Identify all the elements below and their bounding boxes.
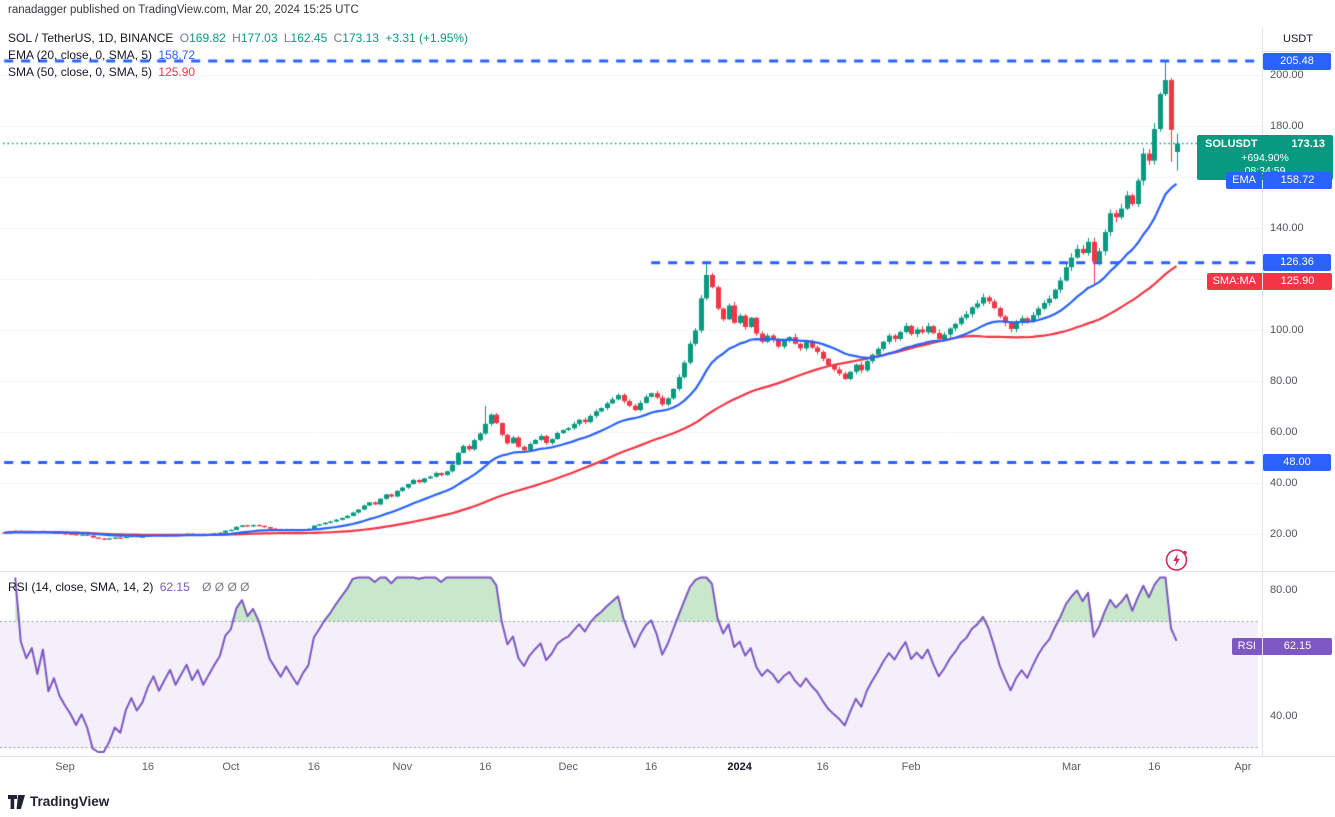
level-badge-48: 48.00 xyxy=(1263,454,1331,472)
sma-title: SMA (50, close, 0, SMA, 5) xyxy=(8,65,153,79)
current-change-percent: +694.90% xyxy=(1241,151,1289,164)
symbol-legend[interactable]: SOL / TetherUS, 1D, BINANCE O169.82 H177… xyxy=(8,31,471,45)
sma-value: 125.90 xyxy=(158,65,196,79)
high-value: 177.03 xyxy=(240,31,278,45)
price-tick-label: 40.00 xyxy=(1270,477,1298,489)
ema-value: 158.72 xyxy=(158,48,196,62)
time-tick-label: Dec xyxy=(558,761,578,773)
rsi-tick-label: 80.00 xyxy=(1270,584,1298,596)
rsi-badge-tag: RSI xyxy=(1231,637,1262,655)
change-value: +3.31 (+1.95%) xyxy=(385,31,469,45)
rsi-legend[interactable]: RSI (14, close, SMA, 14, 2) 62.15 Ø Ø Ø … xyxy=(8,580,252,594)
tradingview-mark-icon xyxy=(8,794,25,809)
open-value: 169.82 xyxy=(189,31,226,45)
rsi-title: RSI (14, close, SMA, 14, 2) xyxy=(8,580,154,594)
time-tick-label: Apr xyxy=(1234,761,1252,773)
sma-badge-value: 125.90 xyxy=(1263,273,1332,291)
price-tick-label: 200.00 xyxy=(1270,69,1304,81)
symbol-title: SOL / TetherUS, 1D, BINANCE xyxy=(8,31,174,45)
time-tick-label: Sep xyxy=(55,761,75,773)
low-value: 162.45 xyxy=(290,31,328,45)
tradingview-logo[interactable]: TradingView xyxy=(8,794,109,809)
time-tick-label: 16 xyxy=(479,761,492,773)
time-tick-label: 2024 xyxy=(727,761,752,773)
open-label: O xyxy=(179,31,190,45)
ema-badge-tag: EMA xyxy=(1226,171,1262,189)
ema-badge-value: 158.72 xyxy=(1263,171,1332,189)
time-tick-label: Oct xyxy=(222,761,240,773)
time-tick-label: Feb xyxy=(901,761,921,773)
sma-legend[interactable]: SMA (50, close, 0, SMA, 5) 125.90 xyxy=(8,65,198,79)
sma-badge-tag: SMA:MA xyxy=(1206,273,1262,291)
level-badge-205: 205.48 xyxy=(1263,52,1331,70)
time-tick-label: 16 xyxy=(141,761,155,773)
level-badge-126: 126.36 xyxy=(1263,254,1331,272)
current-price-value: 173.13 xyxy=(1291,137,1325,150)
rsi-value: 62.15 xyxy=(159,580,190,594)
price-tick-label: 60.00 xyxy=(1270,426,1298,438)
time-tick-label: Mar xyxy=(1061,761,1081,773)
time-tick-label: Nov xyxy=(392,761,413,773)
price-axis-currency-label[interactable]: USDT xyxy=(1262,28,1334,52)
tradingview-brand-text: TradingView xyxy=(30,794,110,809)
current-symbol: SOLUSDT xyxy=(1205,137,1258,150)
price-axis-border xyxy=(1262,28,1263,756)
high-label: H xyxy=(232,31,241,45)
time-tick-label: 16 xyxy=(307,761,320,773)
rsi-tick-label: 40.00 xyxy=(1270,710,1298,722)
low-label: L xyxy=(283,31,291,45)
price-tick-label: 80.00 xyxy=(1270,375,1298,387)
price-tick-label: 20.00 xyxy=(1270,528,1298,540)
ema-title: EMA (20, close, 0, SMA, 5) xyxy=(8,48,153,62)
price-tick-label: 140.00 xyxy=(1270,222,1304,234)
price-tick-label: 180.00 xyxy=(1270,120,1304,132)
ema-legend[interactable]: EMA (20, close, 0, SMA, 5) 158.72 xyxy=(8,48,198,62)
time-tick-label: 16 xyxy=(816,761,829,773)
time-tick-label: 16 xyxy=(645,761,658,773)
price-tick-label: 100.00 xyxy=(1270,324,1304,336)
time-axis-border xyxy=(0,756,1335,757)
rsi-badge-value: 62.15 xyxy=(1263,637,1332,655)
time-tick-label: 16 xyxy=(1148,761,1161,773)
close-value: 173.13 xyxy=(342,31,379,45)
close-label: C xyxy=(333,31,343,45)
flash-alert-icon[interactable] xyxy=(1164,547,1190,573)
pane-separator[interactable] xyxy=(0,571,1335,572)
rsi-hidden-values: Ø Ø Ø Ø xyxy=(202,580,250,594)
